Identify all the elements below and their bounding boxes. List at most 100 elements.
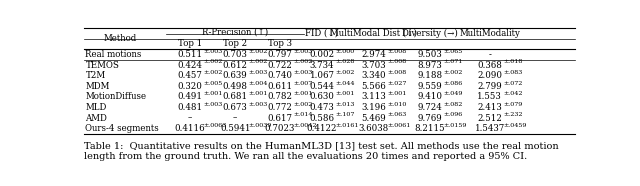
Text: ±.0459: ±.0459: [503, 123, 527, 128]
Text: 1.5437: 1.5437: [475, 124, 505, 133]
Text: ±.000: ±.000: [335, 49, 355, 54]
Text: ±.008: ±.008: [387, 60, 406, 65]
Text: ±.027: ±.027: [387, 81, 406, 86]
Text: 0.782: 0.782: [268, 92, 292, 101]
Text: 8.973: 8.973: [418, 61, 442, 70]
Text: MotionDiffuse: MotionDiffuse: [86, 92, 147, 101]
Text: T2M: T2M: [86, 71, 106, 80]
Text: ±.071: ±.071: [444, 60, 463, 65]
Text: 5.566: 5.566: [361, 82, 386, 91]
Text: ±.001: ±.001: [335, 91, 355, 96]
Text: AMD: AMD: [86, 114, 108, 123]
Text: 0.617: 0.617: [268, 114, 292, 123]
Text: Top 3: Top 3: [268, 39, 292, 48]
Text: ±.001: ±.001: [204, 91, 223, 96]
Text: ±.002: ±.002: [249, 49, 268, 54]
Text: ±.086: ±.086: [444, 81, 463, 86]
Text: 0.544: 0.544: [310, 82, 335, 91]
Text: Top 1: Top 1: [178, 39, 202, 48]
Text: –: –: [188, 114, 192, 123]
Text: 3.703: 3.703: [362, 61, 386, 70]
Text: ±.004: ±.004: [249, 81, 268, 86]
Text: ±.003: ±.003: [204, 49, 223, 54]
Text: 0.681: 0.681: [223, 92, 248, 101]
Text: 0.002: 0.002: [310, 50, 335, 59]
Text: 0.491: 0.491: [178, 92, 203, 101]
Text: ±.008: ±.008: [387, 70, 406, 75]
Text: 3.6038: 3.6038: [358, 124, 388, 133]
Text: 3.734: 3.734: [310, 61, 334, 70]
Text: 9.769: 9.769: [418, 114, 442, 123]
Text: 0.511: 0.511: [177, 50, 203, 59]
Text: 9.188: 9.188: [418, 71, 443, 80]
Text: 0.612: 0.612: [223, 61, 248, 70]
Text: ±.001: ±.001: [387, 91, 406, 96]
Text: -: -: [488, 50, 491, 59]
Text: ±.003: ±.003: [293, 49, 312, 54]
Text: ±.096: ±.096: [444, 113, 463, 117]
Text: Table 1:  Quantitative results on the HumanML3D [13] test set. All methods use t: Table 1: Quantitative results on the Hum…: [84, 141, 559, 161]
Text: Ours-4 segments: Ours-4 segments: [86, 124, 159, 133]
Text: ±.003: ±.003: [204, 102, 223, 107]
Text: ±.028: ±.028: [335, 60, 355, 65]
Text: 0.7023: 0.7023: [265, 124, 295, 133]
Text: 0.639: 0.639: [223, 71, 248, 80]
Text: ±.010: ±.010: [387, 102, 406, 107]
Text: Diversity (→): Diversity (→): [402, 29, 458, 38]
Text: ±.083: ±.083: [503, 70, 522, 75]
Text: 9.559: 9.559: [418, 82, 442, 91]
Text: ±.042: ±.042: [503, 91, 523, 96]
Text: 0.457: 0.457: [178, 71, 202, 80]
Text: ±.001: ±.001: [293, 91, 313, 96]
Text: ±.002: ±.002: [444, 70, 463, 75]
Text: 2.799: 2.799: [477, 82, 502, 91]
Text: 0.722: 0.722: [268, 61, 292, 70]
Text: 0.630: 0.630: [310, 92, 335, 101]
Text: 2.413: 2.413: [477, 103, 502, 112]
Text: ±.001: ±.001: [249, 91, 268, 96]
Text: 9.503: 9.503: [418, 50, 442, 59]
Text: 0.772: 0.772: [268, 103, 292, 112]
Text: 0.498: 0.498: [223, 82, 248, 91]
Text: MultiModality: MultiModality: [460, 29, 520, 38]
Text: MLD: MLD: [86, 103, 107, 112]
Text: FID (↓): FID (↓): [305, 29, 339, 38]
Text: ±.002: ±.002: [293, 102, 313, 107]
Text: ±.0042: ±.0042: [293, 123, 317, 128]
Text: 0.673: 0.673: [223, 103, 248, 112]
Text: ±.107: ±.107: [335, 113, 355, 117]
Text: Method: Method: [104, 34, 138, 43]
Text: 3.196: 3.196: [361, 103, 386, 112]
Text: 2.974: 2.974: [361, 50, 386, 59]
Text: ±.044: ±.044: [335, 81, 355, 86]
Text: ±.0039: ±.0039: [249, 123, 272, 128]
Text: 3.113: 3.113: [361, 92, 386, 101]
Text: Real motions: Real motions: [86, 50, 142, 59]
Text: ±.082: ±.082: [444, 102, 463, 107]
Text: 0.4116: 0.4116: [175, 124, 205, 133]
Text: 0.797: 0.797: [268, 50, 292, 59]
Text: ±.002: ±.002: [204, 60, 223, 65]
Text: 1.553: 1.553: [477, 92, 502, 101]
Text: 9.724: 9.724: [418, 103, 442, 112]
Text: 3.340: 3.340: [362, 71, 386, 80]
Text: ±.003: ±.003: [293, 70, 312, 75]
Text: 0.611: 0.611: [268, 82, 292, 91]
Text: ±.079: ±.079: [503, 102, 522, 107]
Text: ±.0159: ±.0159: [444, 123, 467, 128]
Text: 0.320: 0.320: [178, 82, 202, 91]
Text: ±.002: ±.002: [335, 70, 355, 75]
Text: 0.481: 0.481: [177, 103, 203, 112]
Text: 0.5941: 0.5941: [220, 124, 250, 133]
Text: ±.002: ±.002: [293, 60, 313, 65]
Text: ±.0063: ±.0063: [204, 123, 227, 128]
Text: ±.014: ±.014: [293, 113, 313, 117]
Text: 0.4122: 0.4122: [307, 124, 337, 133]
Text: 0.740: 0.740: [268, 71, 292, 80]
Text: ±.065: ±.065: [444, 49, 463, 54]
Text: ±.002: ±.002: [249, 60, 268, 65]
Text: MDM: MDM: [86, 82, 110, 91]
Text: 0.368: 0.368: [477, 61, 502, 70]
Text: 0.473: 0.473: [310, 103, 335, 112]
Text: R-Precision (↑): R-Precision (↑): [202, 27, 268, 36]
